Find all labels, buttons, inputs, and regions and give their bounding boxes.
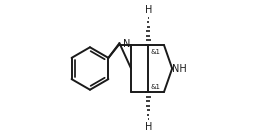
Text: &1: &1 <box>150 49 160 55</box>
Text: H: H <box>144 122 152 132</box>
Text: H: H <box>144 5 152 15</box>
Text: N: N <box>123 39 131 49</box>
Text: &1: &1 <box>150 84 160 90</box>
Text: NH: NH <box>172 64 187 73</box>
